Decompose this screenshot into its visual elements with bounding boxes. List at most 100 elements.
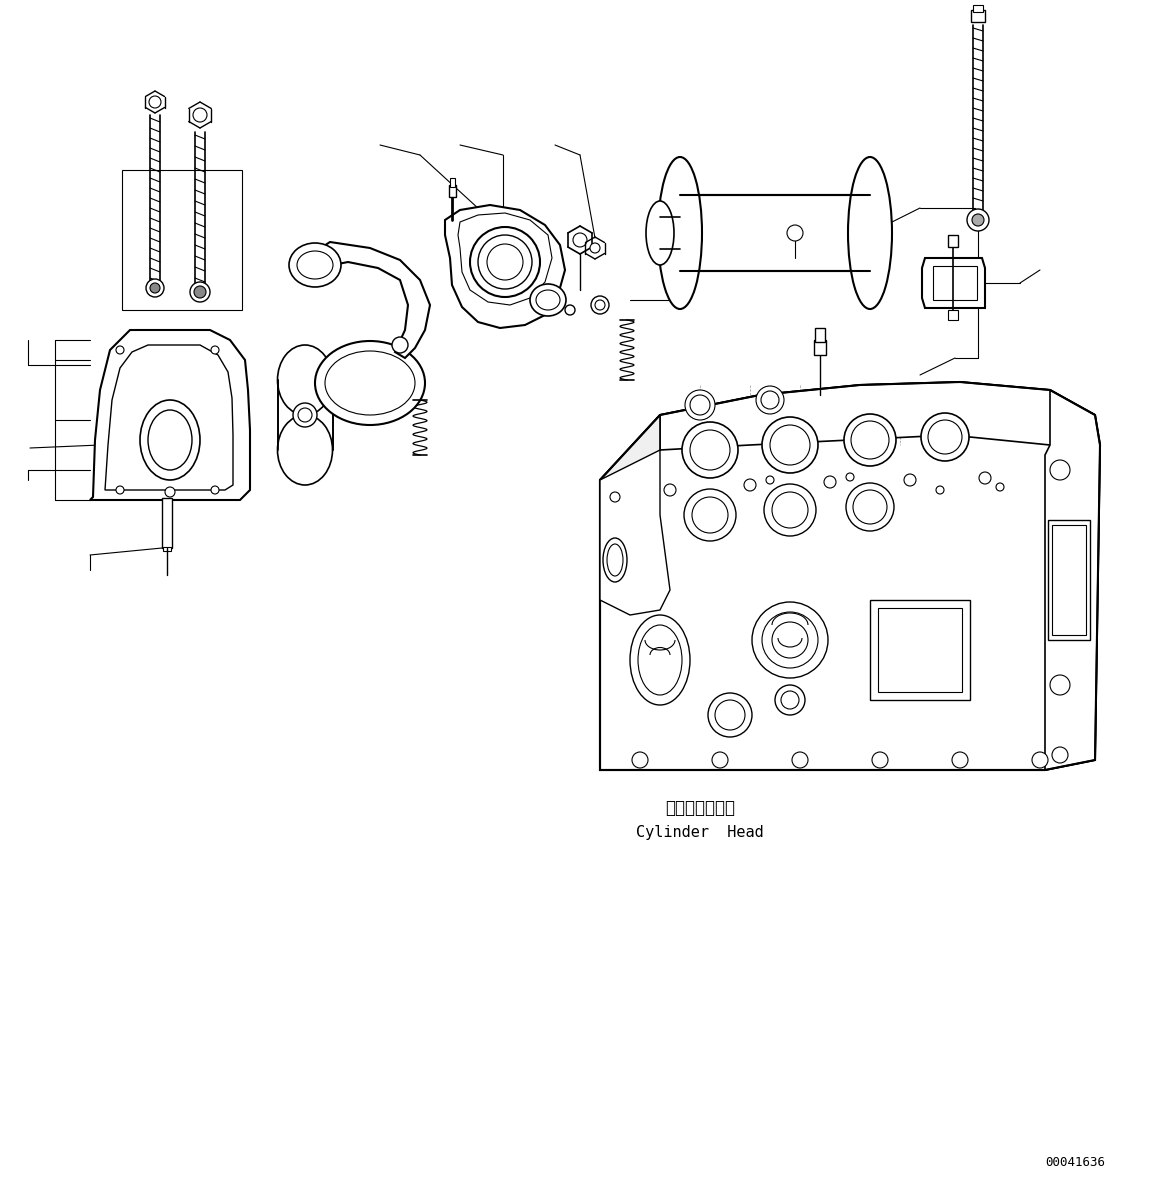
Circle shape — [787, 226, 802, 241]
Circle shape — [762, 417, 818, 472]
Circle shape — [761, 391, 779, 410]
Circle shape — [690, 395, 709, 415]
Circle shape — [211, 485, 219, 494]
Circle shape — [573, 233, 587, 247]
Circle shape — [478, 235, 531, 288]
Circle shape — [590, 243, 600, 253]
Circle shape — [1032, 753, 1048, 768]
Bar — [948, 310, 958, 320]
Circle shape — [825, 476, 836, 488]
Bar — [814, 339, 826, 355]
Circle shape — [966, 209, 989, 231]
Circle shape — [690, 430, 730, 470]
Circle shape — [1050, 461, 1070, 480]
Bar — [948, 235, 958, 247]
Circle shape — [165, 487, 174, 497]
Polygon shape — [600, 415, 659, 515]
Circle shape — [664, 484, 676, 496]
Ellipse shape — [602, 538, 627, 582]
Polygon shape — [90, 330, 250, 500]
Bar — [163, 547, 171, 551]
Circle shape — [979, 472, 991, 484]
Ellipse shape — [278, 345, 333, 415]
Circle shape — [996, 483, 1004, 491]
Ellipse shape — [297, 250, 333, 279]
Circle shape — [591, 296, 609, 315]
Polygon shape — [922, 258, 985, 307]
Circle shape — [764, 484, 816, 537]
Bar — [815, 328, 825, 342]
Bar — [122, 170, 242, 310]
Circle shape — [872, 753, 889, 768]
Circle shape — [298, 408, 312, 423]
Circle shape — [846, 472, 854, 481]
Bar — [450, 178, 455, 188]
Bar — [973, 5, 983, 12]
Bar — [878, 608, 962, 692]
Ellipse shape — [638, 626, 682, 696]
Circle shape — [595, 300, 605, 310]
Circle shape — [782, 691, 799, 709]
Ellipse shape — [140, 400, 200, 480]
Circle shape — [972, 214, 984, 226]
Circle shape — [936, 485, 944, 494]
Bar — [449, 185, 456, 197]
Circle shape — [762, 612, 818, 668]
Ellipse shape — [607, 544, 623, 576]
Text: 00041636: 00041636 — [1046, 1155, 1105, 1168]
Polygon shape — [445, 205, 565, 328]
Ellipse shape — [658, 157, 702, 309]
Polygon shape — [458, 212, 552, 305]
Circle shape — [921, 413, 969, 461]
Circle shape — [752, 602, 828, 678]
Circle shape — [211, 345, 219, 354]
Circle shape — [190, 283, 211, 301]
Polygon shape — [600, 450, 670, 615]
Bar — [970, 15, 986, 27]
Circle shape — [611, 491, 620, 502]
Ellipse shape — [530, 284, 566, 316]
Circle shape — [792, 753, 808, 768]
Ellipse shape — [278, 415, 333, 485]
Circle shape — [775, 685, 805, 715]
Circle shape — [684, 489, 736, 541]
Circle shape — [708, 693, 752, 737]
Polygon shape — [600, 382, 1100, 770]
Circle shape — [770, 425, 809, 465]
Ellipse shape — [630, 615, 690, 705]
Circle shape — [392, 337, 408, 353]
Circle shape — [116, 345, 124, 354]
Circle shape — [685, 391, 715, 420]
Circle shape — [715, 700, 745, 730]
Circle shape — [844, 414, 896, 466]
Ellipse shape — [148, 410, 192, 470]
Circle shape — [772, 491, 808, 528]
Polygon shape — [105, 345, 233, 490]
Circle shape — [1050, 675, 1070, 696]
Circle shape — [293, 404, 317, 427]
Ellipse shape — [848, 157, 892, 309]
Polygon shape — [659, 382, 1096, 450]
Circle shape — [193, 108, 207, 122]
Circle shape — [487, 245, 523, 280]
Bar — [680, 195, 870, 271]
Bar — [933, 266, 977, 300]
Circle shape — [756, 386, 784, 414]
Circle shape — [1053, 747, 1068, 763]
Circle shape — [928, 420, 962, 453]
Circle shape — [682, 423, 739, 478]
Circle shape — [147, 279, 164, 297]
Text: Cylinder  Head: Cylinder Head — [636, 825, 764, 840]
Circle shape — [692, 497, 728, 533]
Circle shape — [851, 421, 889, 459]
Circle shape — [632, 753, 648, 768]
Bar — [278, 380, 333, 450]
Circle shape — [744, 480, 756, 491]
Circle shape — [766, 476, 775, 484]
Ellipse shape — [315, 341, 424, 425]
Ellipse shape — [288, 243, 341, 287]
Circle shape — [149, 96, 160, 108]
Circle shape — [565, 305, 575, 315]
Circle shape — [904, 474, 916, 485]
Bar — [971, 9, 985, 23]
